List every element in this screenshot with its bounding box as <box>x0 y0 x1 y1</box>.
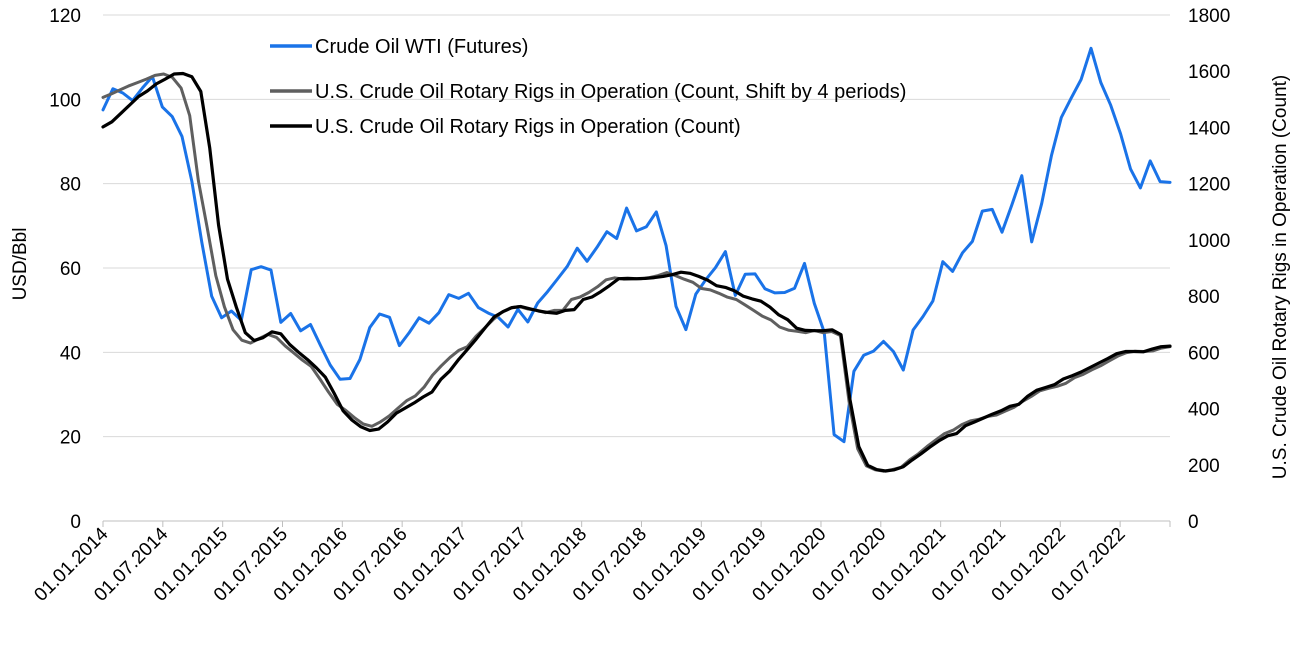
y-tick-label: 100 <box>49 90 81 111</box>
y-tick-label: 20 <box>60 428 81 449</box>
y-axis-right-ticks: 0 200 400 600 800 1000 1200 1400 1600 1800 <box>1188 6 1230 533</box>
y2-tick-label: 1800 <box>1188 6 1230 27</box>
y-tick-label: 80 <box>60 175 81 196</box>
series-lines <box>101 46 1172 473</box>
y2-tick-label: 800 <box>1188 287 1220 308</box>
y-axis-right-title: U.S. Crude Oil Rotary Rigs in Operation … <box>1270 75 1291 479</box>
y2-tick-label: 1400 <box>1188 118 1230 139</box>
y-tick-label: 40 <box>60 343 81 364</box>
legend: Crude Oil WTI (Futures) U.S. Crude Oil Ro… <box>270 36 906 138</box>
series-line-1 <box>101 46 1172 444</box>
y2-tick-label: 600 <box>1188 343 1220 364</box>
series-line-3 <box>101 71 1172 473</box>
y-tick-label: 120 <box>49 6 81 27</box>
gridlines <box>103 14 1170 438</box>
y2-tick-label: 400 <box>1188 400 1220 421</box>
y-axis-left-title: USD/Bbl <box>10 228 31 301</box>
y2-tick-label: 1200 <box>1188 175 1230 196</box>
y2-tick-label: 200 <box>1188 456 1220 477</box>
y2-tick-label: 1600 <box>1188 62 1230 83</box>
y2-tick-label: 0 <box>1188 512 1199 533</box>
x-axis: 01.01.201401.07.201401.01.201501.07.2015… <box>30 520 1171 606</box>
y-axis-left-ticks: 0 20 40 60 80 100 120 <box>49 6 81 533</box>
legend-label-2: U.S. Crude Oil Rotary Rigs in Operation … <box>315 81 906 103</box>
y-tick-label: 60 <box>60 259 81 280</box>
y-tick-label: 0 <box>70 512 81 533</box>
legend-label-3: U.S. Crude Oil Rotary Rigs in Operation … <box>315 116 741 138</box>
legend-label-1: Crude Oil WTI (Futures) <box>315 36 528 58</box>
y2-tick-label: 1000 <box>1188 231 1230 252</box>
